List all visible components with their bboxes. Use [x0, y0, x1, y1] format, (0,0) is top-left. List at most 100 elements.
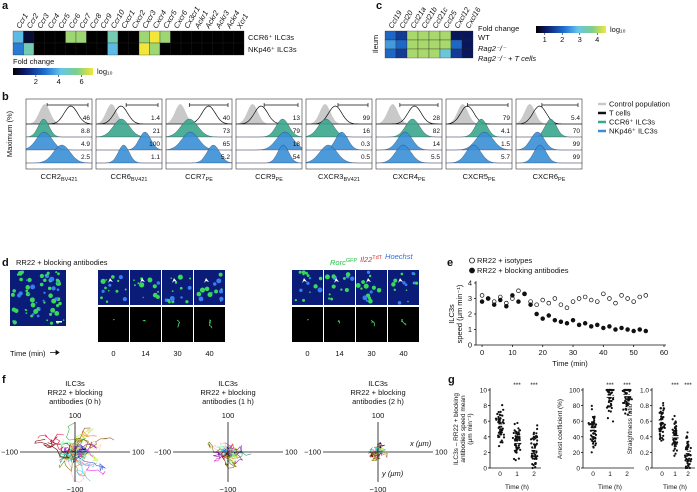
dot [609, 392, 613, 395]
plot-title: ILC3s [218, 379, 238, 388]
gate-percent: 4.9 [81, 141, 90, 148]
cell [368, 298, 373, 304]
heatmap-cell [395, 48, 408, 59]
dot [623, 401, 626, 404]
row-label: NKp46⁺ ILC3s [248, 45, 297, 54]
dot [502, 436, 506, 439]
dot [500, 425, 503, 428]
cell [39, 273, 45, 279]
cell [55, 278, 60, 282]
dot [606, 417, 609, 420]
marker-name: CXCR4 [393, 172, 418, 181]
heatmap-cell [428, 30, 441, 41]
plot-title: ILC3s [368, 379, 388, 388]
cell-track [223, 442, 235, 457]
y-axis-label: Straightness ratio [627, 403, 634, 454]
cell-track [68, 437, 86, 464]
data-point [595, 299, 600, 304]
cell [216, 278, 222, 284]
heatmap-cell [54, 30, 66, 44]
dot [673, 422, 676, 425]
x-tick-label: 0 [498, 471, 502, 478]
cell [294, 298, 297, 302]
cell [43, 301, 46, 304]
channel-superscript: GFP [346, 258, 358, 264]
data-point [522, 291, 527, 297]
row-label: WT [478, 33, 490, 42]
cell [46, 271, 50, 275]
track-panel [98, 307, 129, 342]
y-axis-label: speed (μm min⁻¹) [455, 284, 464, 343]
dot [516, 421, 519, 425]
scale-tick-label: 4 [57, 77, 61, 86]
dot [536, 424, 539, 427]
histogram [165, 118, 232, 138]
heatmap-cell [450, 39, 463, 50]
cell-track [224, 451, 236, 469]
legend-label: T cells [609, 109, 631, 118]
significance: *** [671, 382, 679, 389]
data-point [637, 294, 642, 300]
x-axis-label: CXCR3BV421 [318, 172, 360, 183]
dot [661, 436, 664, 440]
dot [622, 408, 625, 411]
gate-percent: 2.5 [81, 154, 90, 161]
cell [331, 284, 336, 289]
histogram [96, 105, 162, 125]
arrowhead [302, 278, 307, 283]
dot [497, 415, 500, 419]
dot [673, 440, 676, 443]
heatmap-cell [395, 30, 408, 41]
cell [219, 296, 224, 301]
marker-name: CCR9 [255, 172, 275, 181]
dot [533, 449, 536, 452]
data-point [570, 317, 576, 323]
heatmap-cell [23, 30, 35, 44]
cell [415, 281, 419, 285]
marker-name: CXCR3 [318, 172, 343, 181]
cell-track [63, 451, 85, 483]
dot [594, 442, 597, 445]
channel-name: Rorc [330, 258, 346, 267]
heatmap-cell [12, 42, 24, 56]
cell [220, 288, 223, 291]
dot [535, 442, 538, 445]
dot [675, 432, 678, 435]
dot [624, 407, 627, 411]
cell [363, 283, 369, 289]
significance: *** [606, 382, 614, 389]
x-tick-label: 10 [508, 348, 516, 357]
y-tick-label: 60 [573, 419, 581, 426]
dot [502, 433, 505, 436]
data-point [643, 328, 649, 334]
dot [689, 454, 692, 457]
data-point [479, 299, 485, 304]
cell [196, 291, 202, 297]
cell [400, 272, 404, 276]
dot [659, 410, 662, 413]
row-label: Rag2⁻/⁻ + T cells [478, 54, 536, 63]
dot [685, 435, 688, 438]
x-tick-label: 50 [630, 348, 638, 357]
dot [534, 437, 537, 440]
cell [19, 277, 23, 282]
panel-letter: g [448, 374, 455, 386]
y-axis-label: ILC3s [447, 304, 456, 324]
dot [590, 451, 593, 454]
dot [659, 407, 662, 410]
dot [517, 444, 520, 447]
dot [673, 414, 676, 418]
dot [502, 408, 505, 411]
y-tick-label: 100 [69, 411, 82, 420]
dot [592, 432, 595, 435]
scale-title: Fold change [13, 57, 54, 66]
marker-name: CCR6 [111, 172, 131, 181]
cell [56, 288, 60, 292]
scale-tick-label: 3 [578, 35, 582, 44]
heatmap-cell [44, 30, 56, 44]
cell [55, 304, 60, 308]
cell [412, 282, 415, 285]
colorbar [536, 26, 606, 33]
cell [397, 301, 402, 305]
y-tick-label: 0 [576, 466, 580, 473]
